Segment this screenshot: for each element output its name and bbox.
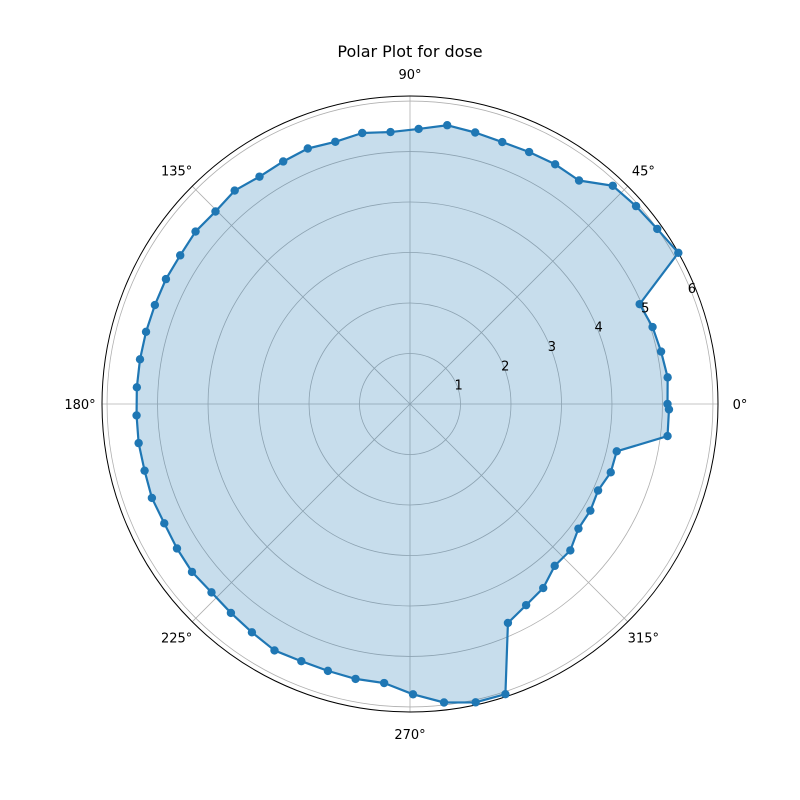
angle-gridline <box>191 185 411 405</box>
angle-gridline <box>191 403 411 623</box>
data-point <box>247 628 257 637</box>
data-point <box>191 227 200 236</box>
data-point <box>379 678 389 688</box>
data-layer <box>132 121 683 707</box>
radial-gridline <box>308 302 512 506</box>
data-point <box>207 588 216 597</box>
data-point <box>134 438 143 448</box>
data-point <box>279 157 288 166</box>
data-point <box>574 176 584 185</box>
data-point <box>132 411 141 420</box>
data-point <box>351 674 360 684</box>
data-point <box>550 160 560 169</box>
angle-tick-label: 45° <box>632 165 655 180</box>
chart-title: Polar Plot for dose <box>337 42 482 61</box>
data-point <box>574 524 583 533</box>
radial-tick-label: 6 <box>688 282 696 297</box>
data-point <box>663 373 672 382</box>
data-point <box>566 546 575 555</box>
angle-tick-label: 315° <box>628 631 659 646</box>
polar-grid <box>101 95 719 713</box>
data-point <box>539 583 548 593</box>
data-point <box>211 207 220 216</box>
data-point <box>270 646 279 655</box>
angle-gridline <box>409 403 629 623</box>
angle-tick-label: 90° <box>398 68 421 83</box>
data-point <box>470 128 480 137</box>
radial-gridline <box>106 100 714 708</box>
data-point <box>230 186 239 195</box>
data-point <box>358 128 367 138</box>
data-point <box>550 561 559 571</box>
data-point <box>663 431 672 441</box>
polar-frame <box>101 95 719 713</box>
data-point <box>606 468 615 477</box>
data-point <box>386 127 395 137</box>
data-point <box>323 666 333 676</box>
data-point <box>172 544 182 553</box>
radial-tick-label: 3 <box>548 340 556 355</box>
data-point <box>674 248 683 257</box>
angle-tick-label: 135° <box>161 165 192 180</box>
data-point <box>414 124 423 134</box>
radial-gridline <box>157 151 663 657</box>
data-point <box>297 657 306 666</box>
angle-tick-label: 270° <box>394 728 425 743</box>
data-point <box>255 172 264 181</box>
radial-tick-label: 2 <box>501 359 509 374</box>
radial-gridline <box>258 252 562 556</box>
radial-tick-label: 1 <box>455 379 463 394</box>
data-point <box>524 147 534 157</box>
data-point <box>656 347 666 356</box>
data-point <box>501 689 510 699</box>
radial-gridline <box>207 201 613 607</box>
data-point <box>586 506 595 515</box>
data-point <box>132 383 142 392</box>
angle-tick-label: 0° <box>733 398 748 413</box>
tick-labels: 0° 45° 90° 135° 180° 225° 270° 315° 1 2 3 4 5 6 <box>64 68 747 743</box>
data-point <box>521 600 531 610</box>
data-point <box>443 121 452 130</box>
data-point <box>593 486 603 495</box>
data-point <box>631 201 641 211</box>
data-point <box>408 690 418 699</box>
data-point <box>608 181 617 190</box>
data-point <box>331 137 340 146</box>
data-point <box>147 493 157 503</box>
data-point <box>150 300 160 310</box>
data-point <box>635 299 644 309</box>
angle-tick-label: 180° <box>64 398 95 413</box>
angle-gridline <box>409 185 629 405</box>
data-point <box>612 447 621 456</box>
data-point <box>187 567 197 577</box>
data-point <box>653 224 662 234</box>
data-point <box>140 466 149 475</box>
data-point <box>161 274 171 284</box>
data-point <box>498 137 507 147</box>
data-point <box>664 405 674 414</box>
radial-tick-label: 5 <box>641 301 649 316</box>
data-point <box>439 698 449 707</box>
radial-tick-label: 4 <box>594 321 602 336</box>
data-point <box>226 608 236 618</box>
radial-gridline <box>359 353 461 455</box>
data-point <box>471 698 480 707</box>
angle-tick-label: 225° <box>161 631 192 646</box>
data-point <box>503 618 513 628</box>
series-fill-area <box>136 125 679 703</box>
data-point <box>648 322 657 332</box>
data-point <box>135 355 145 364</box>
data-point <box>141 327 151 336</box>
data-point <box>160 519 169 528</box>
data-point <box>303 144 313 153</box>
data-point <box>176 251 185 260</box>
